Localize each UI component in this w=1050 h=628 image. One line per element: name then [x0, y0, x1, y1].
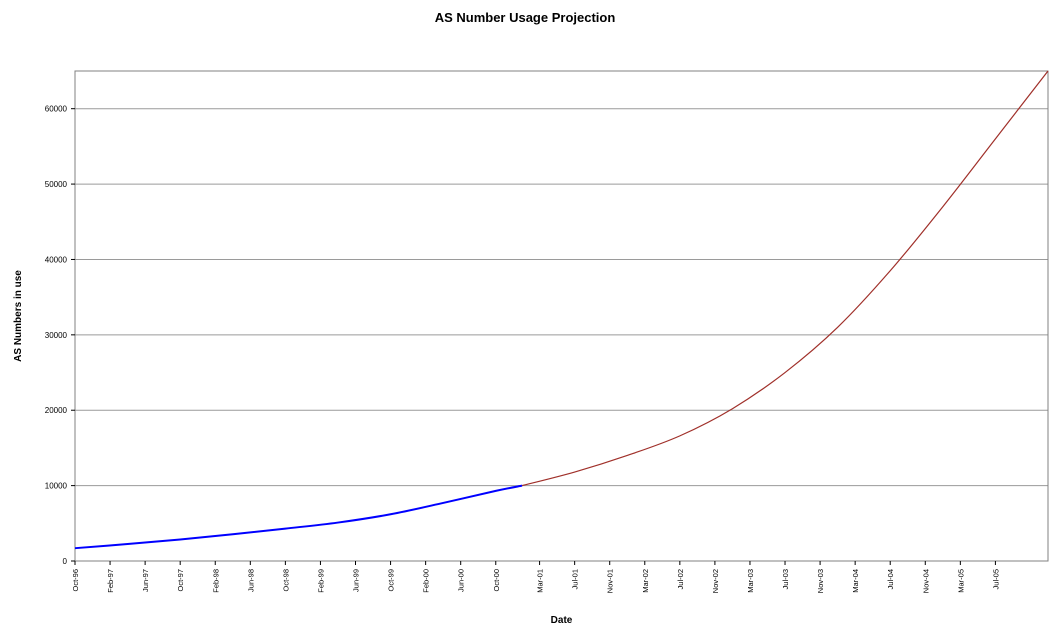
x-tick-label: Jul-04	[886, 569, 895, 589]
x-axis-title: Date	[551, 615, 573, 626]
x-tick-label: Jun-98	[246, 569, 255, 592]
y-tick-label: 60000	[45, 105, 68, 114]
x-tick-label: Oct-97	[176, 569, 185, 592]
x-tick-label: Oct-98	[281, 569, 290, 592]
x-tick-label: Mar-03	[746, 569, 755, 593]
x-tick-label: Oct-00	[492, 569, 501, 592]
gridlines	[75, 108, 1048, 487]
x-tick-label: Mar-04	[851, 569, 860, 593]
x-tick-label: Oct-96	[71, 569, 80, 592]
series-line-projection	[521, 70, 1049, 487]
y-tick-label: 0	[63, 557, 68, 566]
x-tick-label: Feb-99	[316, 569, 325, 593]
x-tick-label: Mar-05	[956, 569, 965, 593]
y-tick-label: 50000	[45, 180, 68, 189]
y-tick-label: 40000	[45, 255, 68, 264]
x-tick-label: Jun-97	[141, 569, 150, 592]
x-tick-label: Jul-02	[676, 569, 685, 589]
x-tick-label: Nov-03	[816, 569, 825, 593]
y-axis-ticks: 0 10000 20000 30000 40000 50000 60000	[45, 105, 75, 566]
x-tick-label: Nov-02	[711, 569, 720, 593]
x-tick-label: Nov-01	[606, 569, 615, 593]
x-tick-label: Mar-02	[641, 569, 650, 593]
x-tick-label: Feb-97	[106, 569, 115, 593]
y-tick-label: 10000	[45, 482, 68, 491]
series-line-actual	[74, 484, 523, 550]
y-axis-title: AS Numbers in use	[13, 270, 24, 362]
series-lines	[74, 70, 1049, 550]
x-tick-label: Jul-03	[781, 569, 790, 589]
x-tick-label: Jun-00	[457, 569, 466, 592]
x-tick-label: Nov-04	[921, 569, 930, 593]
x-axis-ticks: Oct-96 Feb-97 Jun-97 Oct-97 Feb-98 Jun-98 Oct-…	[71, 561, 1000, 593]
x-tick-label: Jun-99	[352, 569, 361, 592]
x-tick-label: Jul-01	[571, 569, 580, 589]
x-tick-label: Oct-99	[387, 569, 396, 592]
y-tick-label: 20000	[45, 406, 68, 415]
x-tick-label: Feb-00	[422, 569, 431, 593]
y-tick-label: 30000	[45, 331, 68, 340]
x-tick-label: Jul-05	[991, 569, 1000, 589]
plot-area-frame	[74, 70, 1049, 562]
x-tick-label: Mar-01	[536, 569, 545, 593]
chart-title: AS Number Usage Projection	[434, 10, 616, 25]
x-tick-label: Feb-98	[211, 569, 220, 593]
